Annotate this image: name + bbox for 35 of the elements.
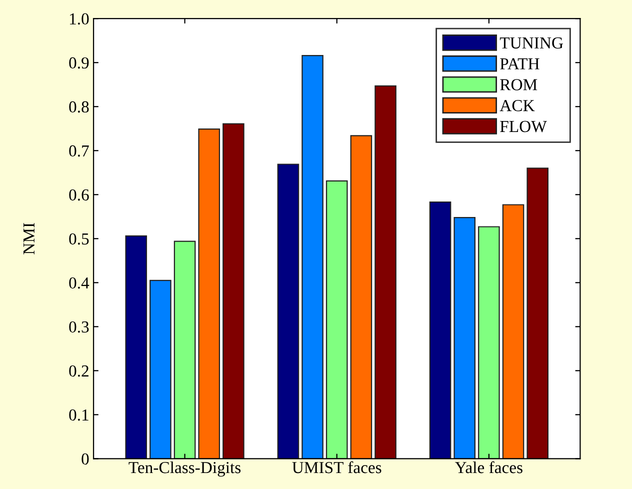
y-tick-label: 0 <box>82 453 89 465</box>
bar <box>150 280 172 459</box>
legend-label: FLOW <box>500 120 547 132</box>
x-tick-label: UMIST faces <box>292 461 382 474</box>
y-tick-label: 0.7 <box>69 145 89 157</box>
bar <box>502 204 524 459</box>
bar <box>478 226 500 459</box>
x-tick-label: Ten-Class-Digits <box>128 461 241 477</box>
y-tick-label: 0.4 <box>69 277 90 289</box>
bar <box>429 202 452 459</box>
y-tick-label: 0.5 <box>69 233 89 245</box>
y-tick-label: 0.9 <box>69 57 89 69</box>
bar <box>222 123 244 459</box>
legend-label: PATH <box>500 58 540 70</box>
y-tick-label: 0.8 <box>69 101 89 113</box>
y-axis-title: NMI <box>24 223 34 254</box>
bar <box>526 168 548 459</box>
legend-label: ROM <box>500 79 538 90</box>
bar <box>174 240 196 459</box>
x-tick-label: Yale faces <box>455 461 522 474</box>
bar <box>277 164 300 459</box>
legend-label: ACK <box>500 100 535 112</box>
bar <box>350 135 372 459</box>
bar <box>198 128 220 459</box>
legend-label: TUNING <box>500 37 563 49</box>
bar <box>302 54 324 459</box>
y-tick-label: 0.1 <box>69 409 88 421</box>
y-tick-label: 0.3 <box>69 321 89 333</box>
y-tick-label: 0.2 <box>69 365 88 377</box>
y-tick-label: 0.6 <box>69 189 89 201</box>
bar <box>125 235 148 459</box>
bar <box>326 180 348 459</box>
y-tick-label: 1.0 <box>70 13 89 25</box>
bar <box>374 85 396 459</box>
bar <box>454 216 476 459</box>
